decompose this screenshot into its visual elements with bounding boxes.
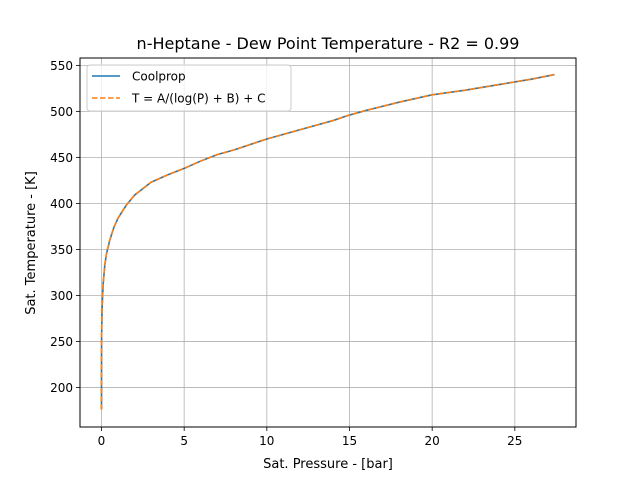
x-tick-label: 15	[342, 434, 357, 448]
x-axis-label: Sat. Pressure - [bar]	[263, 457, 393, 472]
x-tick-label: 0	[98, 434, 106, 448]
legend-label-0: Coolprop	[132, 70, 186, 84]
x-tick-label: 5	[180, 434, 188, 448]
y-tick-label: 350	[50, 243, 73, 257]
y-tick-label: 250	[50, 335, 73, 349]
x-tick-label: 25	[507, 434, 522, 448]
y-tick-label: 550	[50, 59, 73, 73]
chart-title: n-Heptane - Dew Point Temperature - R2 =…	[137, 34, 520, 53]
y-axis-label: Sat. Temperature - [K]	[24, 171, 39, 315]
legend-label-1: T = A/(log(P) + B) + C	[131, 92, 266, 106]
y-tick-label: 300	[50, 289, 73, 303]
y-tick-label: 200	[50, 381, 73, 395]
y-tick-label: 450	[50, 151, 73, 165]
legend: Coolprop T = A/(log(P) + B) + C	[87, 65, 291, 111]
x-tick-label: 20	[425, 434, 440, 448]
y-tick-label: 500	[50, 105, 73, 119]
y-tick-label: 400	[50, 197, 73, 211]
x-tick-label: 10	[259, 434, 274, 448]
